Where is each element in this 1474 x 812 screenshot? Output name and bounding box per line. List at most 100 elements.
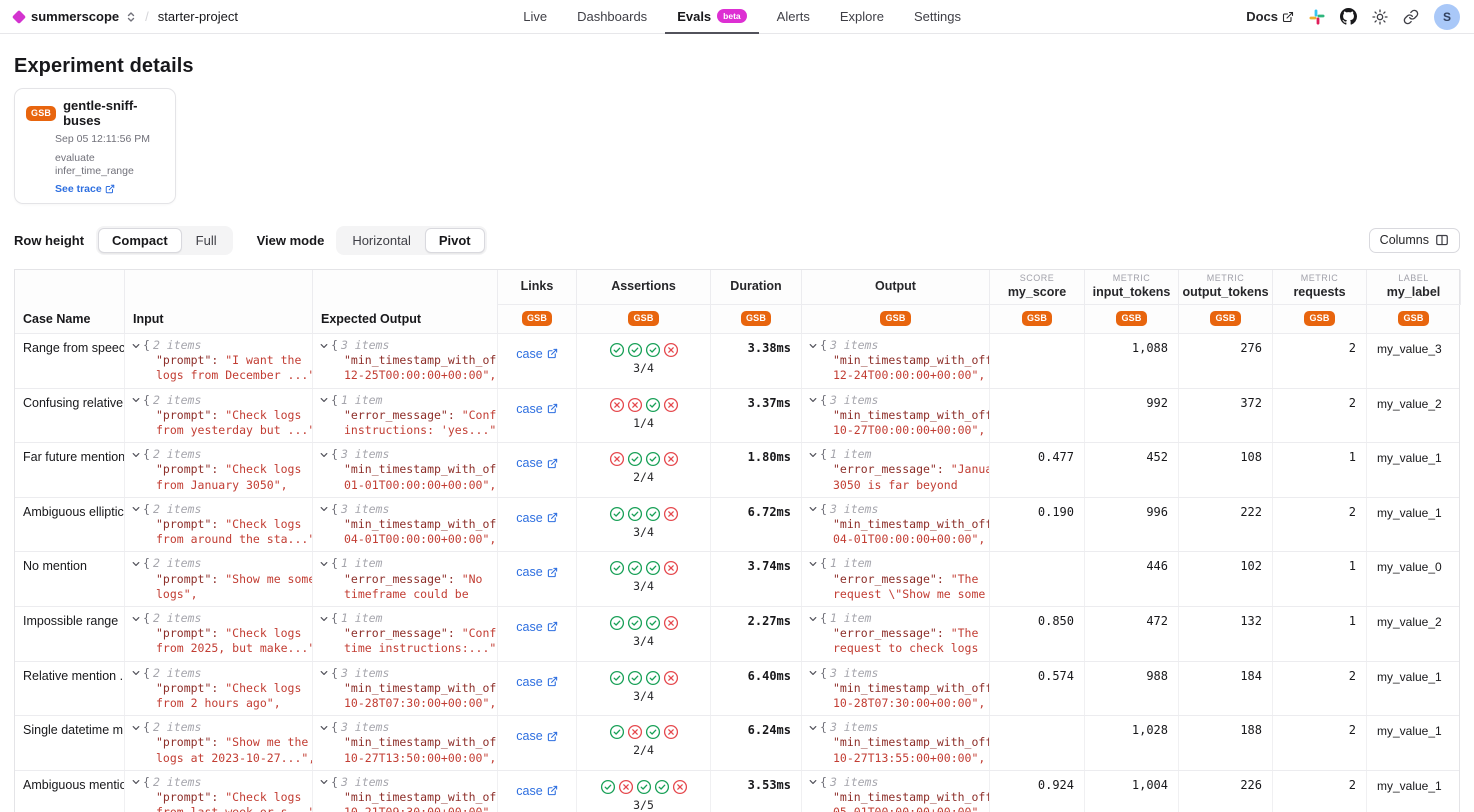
case-name-cell[interactable]: Confusing relative... xyxy=(15,389,125,443)
output-cell[interactable]: {3 items"min_timestamp_with_offset"12-24… xyxy=(802,334,990,388)
json-collapse-row[interactable]: {3 items xyxy=(809,720,983,735)
json-collapse-row[interactable]: {3 items xyxy=(320,338,491,353)
column-header-output_tokens[interactable]: METRICoutput_tokens xyxy=(1179,270,1273,305)
case-name-cell[interactable]: No mention xyxy=(15,552,125,606)
json-collapse-row[interactable]: {3 items xyxy=(320,502,491,517)
expected-output-cell[interactable]: {3 items"min_timestamp_with_offset"01-01… xyxy=(313,443,498,497)
assertions-cell[interactable]: 1/4 xyxy=(577,389,711,443)
tab-evals[interactable]: Evalsbeta xyxy=(665,0,758,34)
input-cell[interactable]: {2 items"prompt": "Check logsfrom 2025, … xyxy=(125,607,313,661)
case-name-cell[interactable]: Range from speech xyxy=(15,334,125,388)
json-collapse-row[interactable]: {1 item xyxy=(809,556,983,571)
case-link[interactable]: case xyxy=(516,402,557,416)
json-collapse-row[interactable]: {3 items xyxy=(320,666,491,681)
assertions-cell[interactable]: 3/4 xyxy=(577,552,711,606)
column-header-output[interactable]: Output xyxy=(802,270,990,305)
expected-output-cell[interactable]: {3 items"min_timestamp_with_offset"10-21… xyxy=(313,771,498,812)
share-link-icon[interactable] xyxy=(1403,9,1419,25)
json-collapse-row[interactable]: {2 items xyxy=(132,720,306,735)
json-collapse-row[interactable]: {3 items xyxy=(809,393,983,408)
column-header-links[interactable]: Links xyxy=(498,270,577,305)
case-name-cell[interactable]: Single datetime m... xyxy=(15,716,125,770)
input-cell[interactable]: {2 items"prompt": "I want thelogs from D… xyxy=(125,334,313,388)
input-cell[interactable]: {2 items"prompt": "Check logsfrom 2 hour… xyxy=(125,662,313,716)
case-name-cell[interactable]: Far future mention xyxy=(15,443,125,497)
case-name-cell[interactable]: Impossible range xyxy=(15,607,125,661)
json-collapse-row[interactable]: {3 items xyxy=(809,666,983,681)
output-cell[interactable]: {3 items"min_timestamp_with_offset"04-01… xyxy=(802,498,990,552)
input-cell[interactable]: {2 items"prompt": "Show me thelogs at 20… xyxy=(125,716,313,770)
row-height-compact-button[interactable]: Compact xyxy=(98,228,182,253)
columns-button[interactable]: Columns xyxy=(1369,228,1460,253)
case-name-cell[interactable]: Ambiguous mention xyxy=(15,771,125,812)
row-height-full-button[interactable]: Full xyxy=(182,228,231,253)
case-link[interactable]: case xyxy=(516,565,557,579)
expected-output-cell[interactable]: {1 item"error_message": "Conflictingtime… xyxy=(313,607,498,661)
experiment-badge[interactable]: GSB xyxy=(880,311,910,326)
expected-output-cell[interactable]: {3 items"min_timestamp_with_offset"10-28… xyxy=(313,662,498,716)
column-header-case-name[interactable]: Case Name xyxy=(15,270,125,333)
expected-output-cell[interactable]: {3 items"min_timestamp_with_offset"04-01… xyxy=(313,498,498,552)
output-cell[interactable]: {1 item"error_message": "Therequest \"Sh… xyxy=(802,552,990,606)
assertions-cell[interactable]: 2/4 xyxy=(577,443,711,497)
output-cell[interactable]: {1 item"error_message": "Therequest to c… xyxy=(802,607,990,661)
tab-live[interactable]: Live xyxy=(511,0,559,34)
column-header-requests[interactable]: METRICrequests xyxy=(1273,270,1367,305)
experiment-badge[interactable]: GSB xyxy=(1022,311,1052,326)
column-header-assertions[interactable]: Assertions xyxy=(577,270,711,305)
json-collapse-row[interactable]: {2 items xyxy=(132,447,306,462)
experiment-badge[interactable]: GSB xyxy=(522,311,552,326)
experiment-badge[interactable]: GSB xyxy=(628,311,658,326)
json-collapse-row[interactable]: {3 items xyxy=(809,338,983,353)
json-collapse-row[interactable]: {1 item xyxy=(320,393,491,408)
docs-link[interactable]: Docs xyxy=(1246,9,1294,24)
input-cell[interactable]: {2 items"prompt": "Check logsfrom last w… xyxy=(125,771,313,812)
case-name-cell[interactable]: Ambiguous elliptic... xyxy=(15,498,125,552)
column-header-expected-output[interactable]: Expected Output xyxy=(313,270,498,333)
case-link[interactable]: case xyxy=(516,456,557,470)
expected-output-cell[interactable]: {3 items"min_timestamp_with_offset"12-25… xyxy=(313,334,498,388)
output-cell[interactable]: {1 item"error_message": "January3050 is … xyxy=(802,443,990,497)
json-collapse-row[interactable]: {3 items xyxy=(320,447,491,462)
experiment-badge[interactable]: GSB xyxy=(1116,311,1146,326)
experiment-badge[interactable]: GSB xyxy=(1304,311,1334,326)
case-link[interactable]: case xyxy=(516,729,557,743)
json-collapse-row[interactable]: {3 items xyxy=(320,720,491,735)
column-header-duration[interactable]: Duration xyxy=(711,270,802,305)
json-collapse-row[interactable]: {1 item xyxy=(320,556,491,571)
output-cell[interactable]: {3 items"min_timestamp_with_offset"10-27… xyxy=(802,716,990,770)
input-cell[interactable]: {2 items"prompt": "Check logsfrom yester… xyxy=(125,389,313,443)
json-collapse-row[interactable]: {3 items xyxy=(809,775,983,790)
see-trace-link[interactable]: See trace xyxy=(55,183,164,195)
json-collapse-row[interactable]: {2 items xyxy=(132,556,306,571)
tab-explore[interactable]: Explore xyxy=(828,0,896,34)
json-collapse-row[interactable]: {3 items xyxy=(320,775,491,790)
assertions-cell[interactable]: 2/4 xyxy=(577,716,711,770)
assertions-cell[interactable]: 3/5 xyxy=(577,771,711,812)
case-name-cell[interactable]: Relative mention ... xyxy=(15,662,125,716)
column-header-my_score[interactable]: SCOREmy_score xyxy=(990,270,1085,305)
json-collapse-row[interactable]: {2 items xyxy=(132,502,306,517)
json-collapse-row[interactable]: {3 items xyxy=(809,502,983,517)
output-cell[interactable]: {3 items"min_timestamp_with_offset"10-28… xyxy=(802,662,990,716)
expected-output-cell[interactable]: {1 item"error_message": "Notimeframe cou… xyxy=(313,552,498,606)
input-cell[interactable]: {2 items"prompt": "Check logsfrom around… xyxy=(125,498,313,552)
tab-dashboards[interactable]: Dashboards xyxy=(565,0,659,34)
json-collapse-row[interactable]: {2 items xyxy=(132,666,306,681)
tab-settings[interactable]: Settings xyxy=(902,0,973,34)
column-header-input_tokens[interactable]: METRICinput_tokens xyxy=(1085,270,1179,305)
case-link[interactable]: case xyxy=(516,347,557,361)
output-cell[interactable]: {3 items"min_timestamp_with_offset"05-01… xyxy=(802,771,990,812)
case-link[interactable]: case xyxy=(516,784,557,798)
org-switcher-icon[interactable] xyxy=(126,11,136,23)
view-mode-horizontal-button[interactable]: Horizontal xyxy=(338,228,425,253)
json-collapse-row[interactable]: {2 items xyxy=(132,393,306,408)
experiment-badge[interactable]: GSB xyxy=(1210,311,1240,326)
input-cell[interactable]: {2 items"prompt": "Check logsfrom Januar… xyxy=(125,443,313,497)
input-cell[interactable]: {2 items"prompt": "Show me somelogs", xyxy=(125,552,313,606)
experiment-badge[interactable]: GSB xyxy=(1398,311,1428,326)
assertions-cell[interactable]: 3/4 xyxy=(577,662,711,716)
case-link[interactable]: case xyxy=(516,511,557,525)
json-collapse-row[interactable]: {1 item xyxy=(809,447,983,462)
theme-toggle-sun-icon[interactable] xyxy=(1372,9,1388,25)
